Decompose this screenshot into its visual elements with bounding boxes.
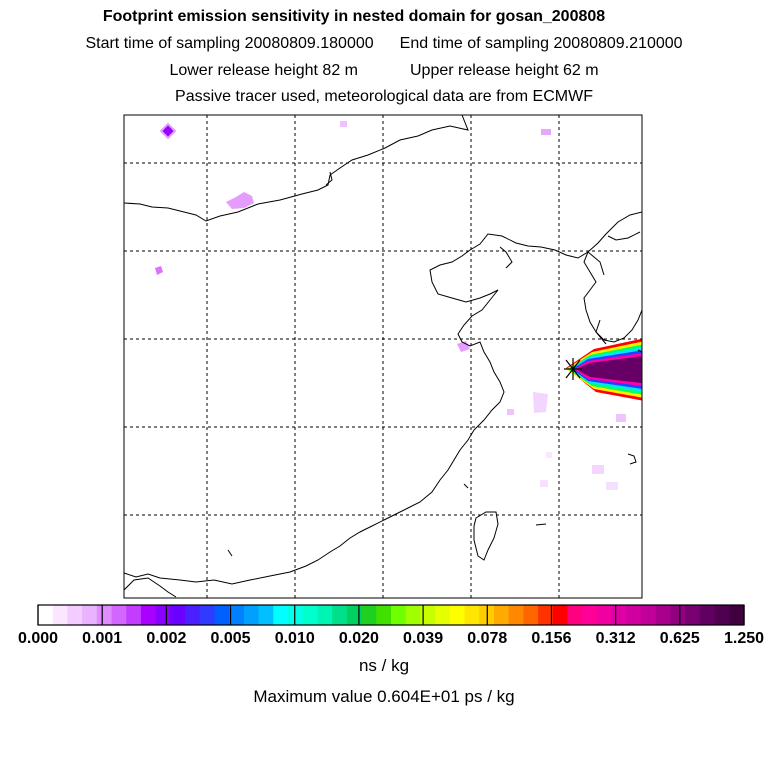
hotspot-ecs-4	[606, 482, 618, 490]
colorbar-swatch	[699, 605, 716, 625]
release-heights: Lower release height 82 m Upper release h…	[0, 61, 768, 81]
map-frame	[123, 114, 643, 599]
hotspot-yellow-sea	[533, 392, 548, 413]
hotspot-mongolia-nw	[159, 122, 177, 140]
colorbar-swatch	[140, 605, 157, 625]
colorbar-tick-label: 0.001	[82, 630, 123, 647]
tracer-note: Passive tracer used, meteorological data…	[175, 88, 593, 105]
colorbar-tick-label: 1.250	[723, 630, 765, 647]
colorbar-swatch	[155, 605, 171, 625]
hotspot-ecs-2	[592, 465, 604, 474]
colorbar-tick-label: 0.078	[467, 630, 508, 647]
colorbar-swatch	[229, 605, 245, 625]
chart-title: Footprint emission sensitivity in nested…	[102, 8, 606, 25]
colorbar-swatch	[243, 605, 260, 625]
end-time: End time of sampling 20080809.210000	[399, 35, 683, 52]
colorbar-swatch	[82, 605, 98, 625]
hotspot-mongolia-central	[226, 192, 254, 209]
colorbar-swatch	[464, 605, 480, 625]
colorbar-frame	[37, 604, 745, 626]
colorbar-swatch	[582, 605, 598, 625]
colorbar-swatch	[405, 605, 422, 625]
colorbar-swatch	[641, 605, 657, 625]
colorbar-swatch	[552, 605, 569, 625]
hotspot-north-right	[541, 129, 551, 135]
colorbar-swatch	[508, 605, 524, 625]
colorbar-swatch	[449, 605, 466, 625]
colorbar-swatch	[111, 605, 127, 625]
colorbar-swatch	[523, 605, 539, 625]
colorbar	[37, 604, 745, 626]
colorbar-swatch	[96, 605, 113, 625]
colorbar-swatch	[670, 605, 686, 625]
colorbar-swatch	[302, 605, 319, 625]
colorbar-swatch	[214, 605, 230, 625]
colorbar-swatch	[655, 605, 672, 625]
colorbar-swatch	[332, 605, 348, 625]
colorbar-swatch	[258, 605, 274, 625]
coastlines	[124, 115, 642, 598]
colorbar-tick-label: 0.000	[17, 630, 59, 647]
colorbar-swatch	[685, 605, 701, 625]
hotspot-ecs-1	[616, 414, 626, 422]
colorbar-swatch	[626, 605, 642, 625]
colorbar-swatch	[361, 605, 377, 625]
colorbar-swatch	[435, 605, 451, 625]
colorbar-swatch	[38, 605, 54, 625]
upper-release-height: Upper release height 62 m	[410, 62, 599, 79]
colorbar-swatch	[199, 605, 216, 625]
grid-lines	[124, 115, 642, 598]
start-time: Start time of sampling 20080809.180000	[85, 35, 374, 52]
colorbar-swatch	[288, 605, 304, 625]
colorbar-swatch	[729, 605, 745, 625]
colorbar-swatch	[346, 605, 363, 625]
colorbar-tick-label: 0.312	[595, 630, 636, 647]
colorbar-swatch	[420, 605, 436, 625]
colorbar-swatch	[126, 605, 142, 625]
hotspot-jiangsu	[507, 409, 514, 415]
colorbar-swatch	[185, 605, 201, 625]
hotspot-north-top	[340, 121, 347, 127]
hotspot-layer	[155, 121, 642, 490]
colorbar-swatch	[567, 605, 583, 625]
colorbar-tick-label: 0.020	[338, 630, 379, 647]
colorbar-swatch	[538, 605, 554, 625]
colorbar-swatch	[170, 605, 186, 625]
colorbar-tick-label: 0.039	[403, 630, 444, 647]
colorbar-tick-label: 0.625	[659, 630, 700, 647]
hotspot-shandong	[457, 341, 470, 352]
colorbar-units: ns / kg	[358, 656, 410, 675]
sampling-times: Start time of sampling 20080809.180000 En…	[0, 34, 768, 54]
colorbar-tick-label: 0.156	[531, 630, 572, 647]
colorbar-swatch	[611, 605, 627, 625]
colorbar-swatch	[493, 605, 510, 625]
lower-release-height: Lower release height 82 m	[169, 62, 358, 79]
colorbar-swatch	[273, 605, 289, 625]
gosan-plume	[566, 338, 642, 401]
colorbar-tick-label: 0.010	[274, 630, 315, 647]
colorbar-swatch	[391, 605, 407, 625]
colorbar-swatch	[376, 605, 392, 625]
receptor-marker	[564, 358, 582, 380]
colorbar-swatch	[52, 605, 69, 625]
hotspot-ecs-5	[546, 452, 552, 458]
hotspot-ecs-3	[540, 480, 548, 487]
colorbar-swatch	[67, 605, 83, 625]
colorbar-tick-label: 0.005	[210, 630, 251, 647]
colorbar-swatch	[317, 605, 333, 625]
colorbar-swatch	[714, 605, 730, 625]
colorbar-swatch	[596, 605, 613, 625]
colorbar-tick-label: 0.002	[146, 630, 187, 647]
maximum-value: Maximum value 0.604E+01 ps / kg	[253, 687, 515, 706]
hotspot-gansu	[155, 266, 163, 275]
